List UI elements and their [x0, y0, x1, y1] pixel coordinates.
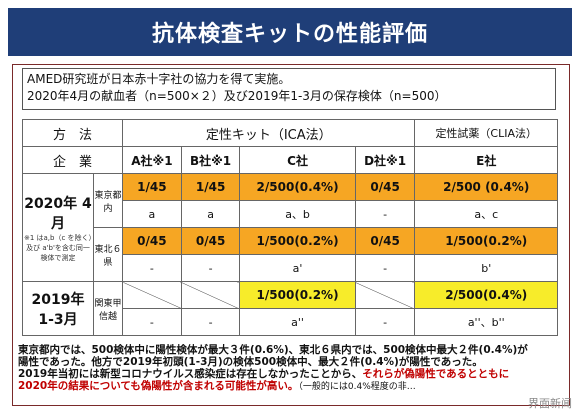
tohoku-rate-e: 1/500(0.2%) [414, 227, 558, 255]
footer-line-1: 東京都内では、500検体中に陽性検体が最大３件(0.6%)、東北６県内では、50… [18, 344, 528, 356]
period-2020: 2020年 4月 [24, 195, 92, 232]
method-label: 方 法 [22, 119, 123, 147]
company-c: C社 [239, 146, 356, 174]
tokyo-rate-a: 1/45 [122, 173, 182, 201]
period-2020-note: ※1 はa,b（c を除く）及び a'b'を含む同一検体で測定 [23, 233, 93, 262]
kanto-sample-e: a''、b'' [414, 308, 558, 336]
kanto-sample-d: - [354, 308, 416, 336]
footer-line-2: 陽性であった。他方で2019年初頭(1-3月)の検体500検体中、最大２件(0.… [18, 356, 483, 368]
footer-line-4b: （一般的には0.4%程度の非… [298, 382, 416, 392]
tohoku-sample-b: - [180, 254, 241, 282]
footer-line-4: 2020年の結果についても偽陽性が含まれる可能性が高い。（一般的には0.4%程度… [18, 380, 578, 393]
tokyo-rate-d: 0/45 [354, 173, 416, 201]
tokyo-rate-b: 1/45 [180, 173, 241, 201]
tokyo-rate-e: 2/500 (0.4%) [414, 173, 558, 201]
footer-line-3a: 2019年当初には新型コロナウイルス感染症は存在しなかったことから、 [18, 368, 363, 380]
kanto-sample-a: - [122, 308, 182, 336]
tokyo-rate-c: 2/500(0.4%) [239, 173, 356, 201]
page-title: 抗体検査キットの性能評価 [8, 8, 572, 56]
footer-line-4a: 2020年の結果についても偽陽性が含まれる可能性が高い。 [18, 380, 299, 392]
company-label: 企 業 [22, 146, 123, 174]
kanto-rate-d [354, 281, 416, 309]
kanto-rate-e: 2/500(0.4%) [414, 281, 558, 309]
content-frame [12, 64, 570, 406]
tohoku-sample-d: - [354, 254, 416, 282]
intro-box: AMED研究班が日本赤十字社の協力を得て実施。 2020年4月の献血者（n=50… [22, 68, 556, 110]
tohoku-rate-d: 0/45 [354, 227, 416, 255]
kanto-sample-c: a'' [239, 308, 356, 336]
company-e: E社 [414, 146, 558, 174]
footer-line-3b: それらが偽陽性であるとともに [362, 368, 510, 380]
period-2020-cell: 2020年 4月 ※1 はa,b（c を除く）及び a'b'を含む同一検体で測定 [22, 173, 94, 282]
tohoku-sample-a: - [122, 254, 182, 282]
clia-header: 定性試薬（CLIA法） [414, 119, 558, 147]
tokyo-sample-e: a、c [414, 200, 558, 228]
region-kanto: 関東甲信越 [93, 281, 123, 336]
tokyo-sample-c: a、b [239, 200, 356, 228]
results-table: 方 法 定性キット（ICA法） 定性試薬（CLIA法） 企 業 A社※1 B社※… [22, 119, 558, 336]
tohoku-sample-c: a' [239, 254, 356, 282]
tohoku-sample-e: b' [414, 254, 558, 282]
tohoku-rate-b: 0/45 [180, 227, 241, 255]
tokyo-sample-b: a [180, 200, 241, 228]
intro-line-1: AMED研究班が日本赤十字社の協力を得て実施。 [27, 72, 291, 86]
title-bar: 抗体検査キットの性能評価 [0, 0, 580, 64]
region-tokyo: 東京都内 [93, 173, 123, 228]
period-2019: 2019年 1-3月 [22, 281, 94, 336]
intro-line-2: 2020年4月の献血者（n=500×２）及び2019年1-3月の保存検体（n=5… [27, 89, 447, 103]
tokyo-sample-d: - [354, 200, 416, 228]
footer-note: 東京都内では、500検体中に陽性検体が最大３件(0.6%)、東北６県内では、50… [18, 344, 578, 393]
watermark: 界面新闻 [528, 397, 572, 410]
kanto-rate-a [122, 281, 182, 309]
region-tohoku: 東北６県 [93, 227, 123, 282]
company-a: A社※1 [122, 146, 182, 174]
company-b: B社※1 [180, 146, 241, 174]
footer-line-3: 2019年当初には新型コロナウイルス感染症は存在しなかったことから、それらが偽陽… [18, 368, 578, 380]
tohoku-rate-a: 0/45 [122, 227, 182, 255]
tokyo-sample-a: a [122, 200, 182, 228]
kanto-rate-b [180, 281, 241, 309]
company-d: D社※1 [354, 146, 416, 174]
kanto-rate-c: 1/500(0.2%) [239, 281, 356, 309]
kanto-sample-b: - [180, 308, 241, 336]
tohoku-rate-c: 1/500(0.2%) [239, 227, 356, 255]
ica-header: 定性キット（ICA法） [121, 119, 416, 147]
